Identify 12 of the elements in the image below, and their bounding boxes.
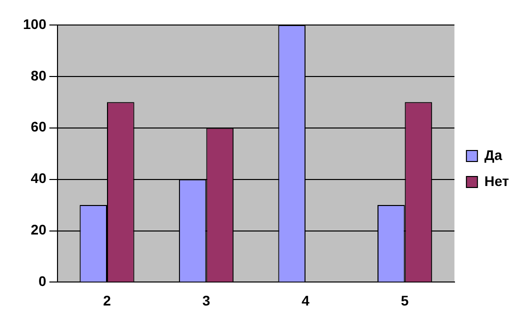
y-tick-label: 20 (30, 222, 47, 238)
y-tick-label: 60 (30, 118, 47, 135)
x-tick-label: 5 (400, 292, 409, 308)
legend-label: Да (484, 146, 502, 163)
y-tick-label: 100 (23, 16, 47, 32)
y-tick-label: 40 (30, 170, 47, 186)
x-tick-label: 3 (202, 292, 210, 308)
legend-label: Нет (484, 172, 510, 189)
y-tick-label: 0 (38, 273, 47, 290)
x-tick-label: 2 (103, 292, 112, 308)
x-tick-label: 4 (302, 292, 310, 308)
y-tick-label: 80 (30, 67, 47, 84)
